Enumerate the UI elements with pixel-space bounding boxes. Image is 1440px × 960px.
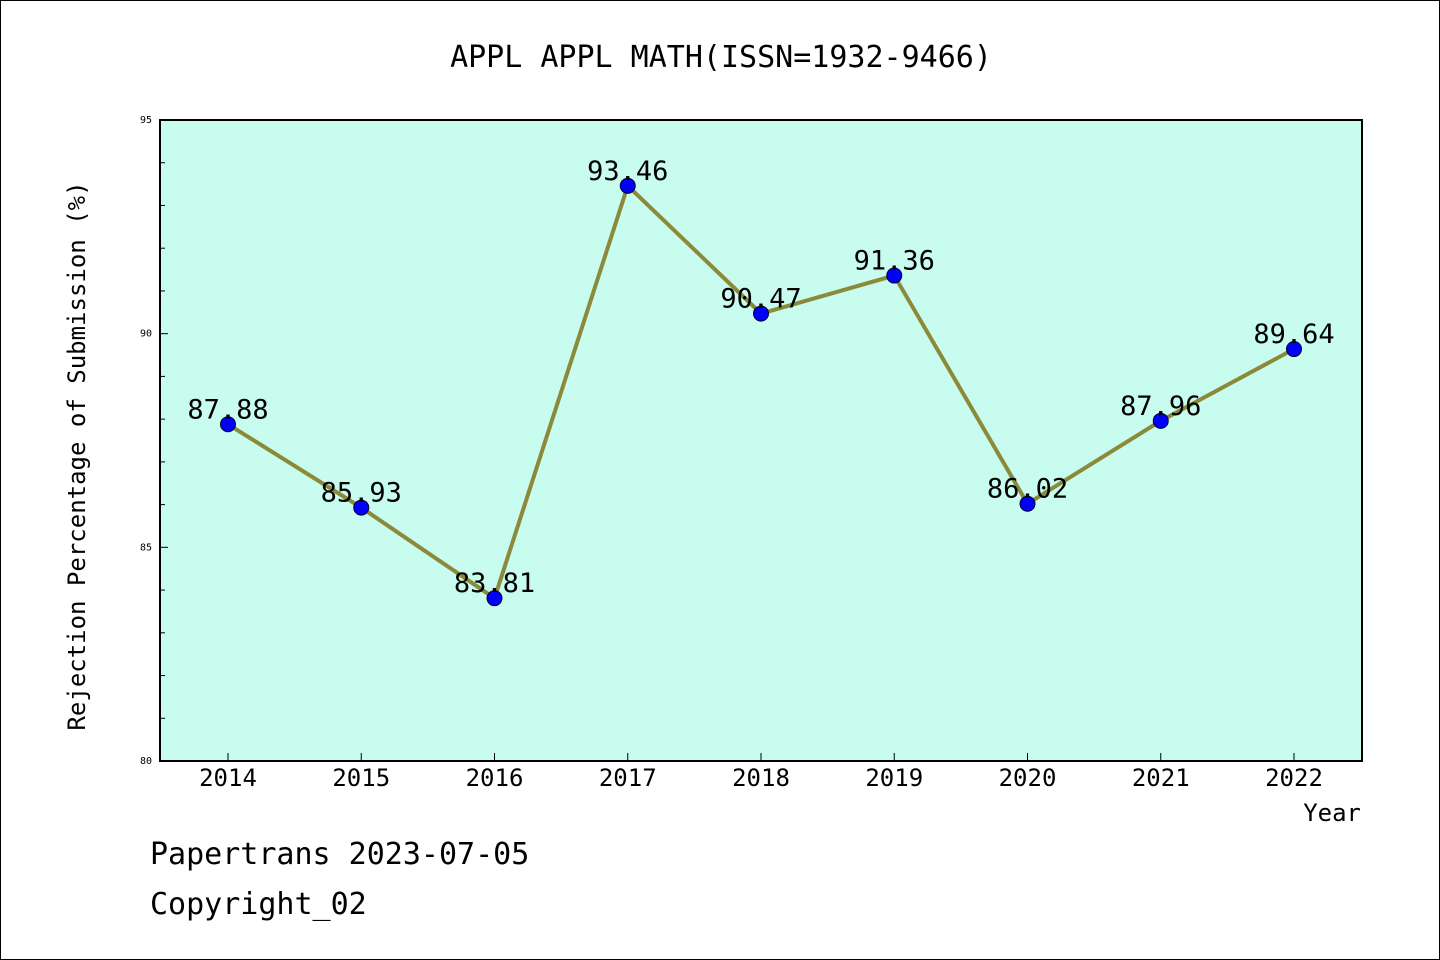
plot-area [159,119,1363,762]
x-tick-label: 2022 [1265,764,1323,792]
x-tick-label: 2019 [865,764,923,792]
x-tick-label: 2018 [732,764,790,792]
data-label: 91.36 [854,246,935,277]
series-markers [220,177,1302,607]
data-point [619,177,636,194]
footer-date-text: Papertrans 2023-07-05 [150,837,529,872]
x-tick-label: 2016 [466,764,524,792]
data-labels: 87.88 85.93 83.81 93.46 90.47 91.36 86.02 87.96… [187,156,1334,599]
data-label: 83.81 [454,568,535,599]
data-label: 93.46 [587,156,668,187]
x-tick-label: 2021 [1132,764,1190,792]
data-point [486,590,503,607]
x-tick-label: 2017 [599,764,657,792]
y-axis: 80 85 90 95 [140,115,168,767]
x-tick-label: 2020 [999,764,1057,792]
data-label: 86.02 [987,474,1068,505]
chart-title: APPL APPL MATH(ISSN=1932-9466) [450,40,992,75]
x-tick-label: 2014 [199,764,257,792]
y-tick-label: 95 [140,115,152,126]
data-point [1286,341,1302,358]
data-label: 87.88 [187,394,268,425]
x-axis: 2014 2015 2016 2017 2018 2019 2020 2021 2022 [199,753,1323,792]
data-label: 89.64 [1253,319,1334,350]
data-point [753,305,769,322]
data-point [1019,495,1036,512]
data-point [886,267,903,284]
y-axis-label: Rejection Percentage of Submission (%) [63,181,91,730]
data-point [220,416,236,433]
data-label: 85.93 [321,478,402,509]
y-tick-label: 85 [140,542,152,553]
data-label: 87.96 [1120,391,1201,422]
y-tick-label: 90 [140,329,152,340]
data-label: 90.47 [720,284,801,315]
y-tick-label: 80 [140,756,152,767]
x-tick-label: 2015 [332,764,390,792]
x-axis-label: Year [1303,799,1361,827]
data-point [1152,412,1169,429]
data-point [353,499,370,516]
footer-copyright-text: Copyright_02 [150,887,367,922]
